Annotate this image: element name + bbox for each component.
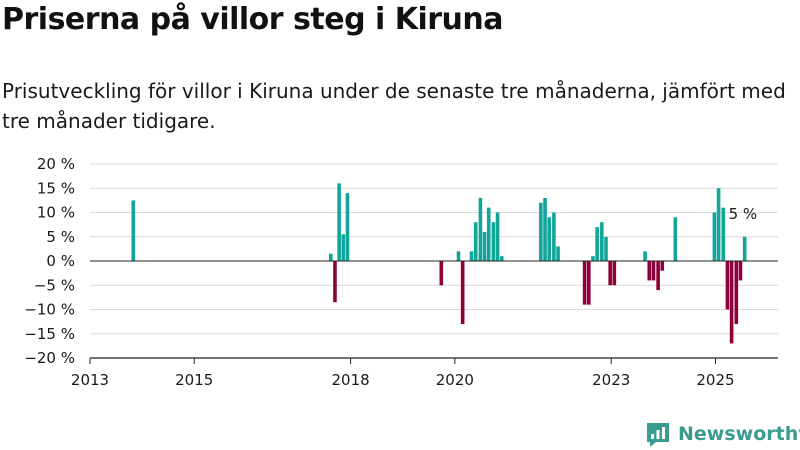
bar-positive	[591, 256, 595, 261]
bar-positive	[543, 197, 547, 261]
bar-positive	[495, 212, 500, 261]
x-tick-label: 2013	[71, 371, 109, 389]
y-tick-label: 20 %	[37, 155, 75, 173]
bar-negative	[612, 261, 617, 286]
y-tick-label: −5 %	[34, 276, 75, 294]
bar-positive	[491, 222, 496, 261]
bar-positive	[600, 222, 604, 261]
x-tick-label: 2025	[696, 371, 734, 389]
bar-positive	[712, 212, 717, 261]
bar-negative	[439, 261, 444, 286]
bar-positive	[131, 200, 136, 262]
x-tick-label: 2023	[592, 371, 630, 389]
y-tick-label: −15 %	[24, 325, 75, 343]
y-axis-ticks: 20 % 15 % 10 % 5 % 0 % −5 % −10 % −15 % −20 %	[24, 155, 75, 367]
bar-negative	[647, 261, 652, 281]
bar-positive	[337, 183, 341, 261]
x-tick-label: 2018	[332, 371, 370, 389]
chart-title: Priserna på villor steg i Kiruna	[2, 2, 504, 37]
bar-negative	[651, 261, 656, 281]
bar-positive	[473, 222, 478, 261]
bar-negative	[333, 261, 337, 303]
newsworthy-icon	[647, 423, 669, 447]
latest-value-label: 5 %	[729, 205, 758, 223]
bar-negative	[729, 261, 734, 344]
bar-positive	[341, 234, 346, 261]
bar-positive	[478, 197, 483, 261]
brand-name: Newsworthy	[678, 423, 800, 445]
bar-positive	[329, 253, 333, 261]
bar-positive	[482, 231, 487, 261]
chart-subtitle: Prisutveckling för villor i Kiruna under…	[2, 79, 786, 133]
bar-positive	[556, 246, 560, 261]
bar-negative	[734, 261, 739, 325]
bar-positive	[456, 251, 461, 261]
bar-positive	[345, 193, 350, 261]
bars	[131, 183, 747, 344]
bar-positive	[604, 236, 608, 261]
bar-negative	[660, 261, 665, 271]
bar-positive	[716, 188, 721, 261]
bar-positive	[643, 251, 647, 261]
bar-negative	[608, 261, 612, 286]
bar-negative	[460, 261, 465, 325]
bar-negative	[587, 261, 591, 305]
bar-positive	[486, 207, 491, 261]
bar-positive	[539, 202, 543, 261]
bar-negative	[656, 261, 660, 291]
y-tick-label: −10 %	[24, 301, 75, 319]
x-tick-label: 2015	[175, 371, 213, 389]
bar-negative	[582, 261, 587, 305]
y-tick-label: 15 %	[37, 179, 75, 197]
bar-positive	[673, 217, 678, 261]
bar-negative	[725, 261, 730, 310]
bar-negative	[738, 261, 743, 281]
bar-positive	[595, 227, 599, 261]
y-tick-label: 5 %	[46, 228, 75, 246]
y-tick-label: 10 %	[37, 204, 75, 222]
y-tick-label: −20 %	[24, 349, 75, 367]
x-tick-label: 2020	[436, 371, 474, 389]
y-tick-label: 0 %	[46, 252, 75, 270]
bar-positive	[742, 236, 747, 261]
x-axis-ticks: 2013 2015 2018 2020 2023 2025	[71, 358, 735, 389]
bar-positive	[547, 217, 551, 261]
bar-positive	[499, 256, 504, 261]
bar-positive	[721, 207, 726, 261]
bar-positive	[552, 212, 556, 261]
newsworthy-logo: Newsworthy	[644, 420, 800, 448]
bar-positive	[469, 251, 474, 261]
